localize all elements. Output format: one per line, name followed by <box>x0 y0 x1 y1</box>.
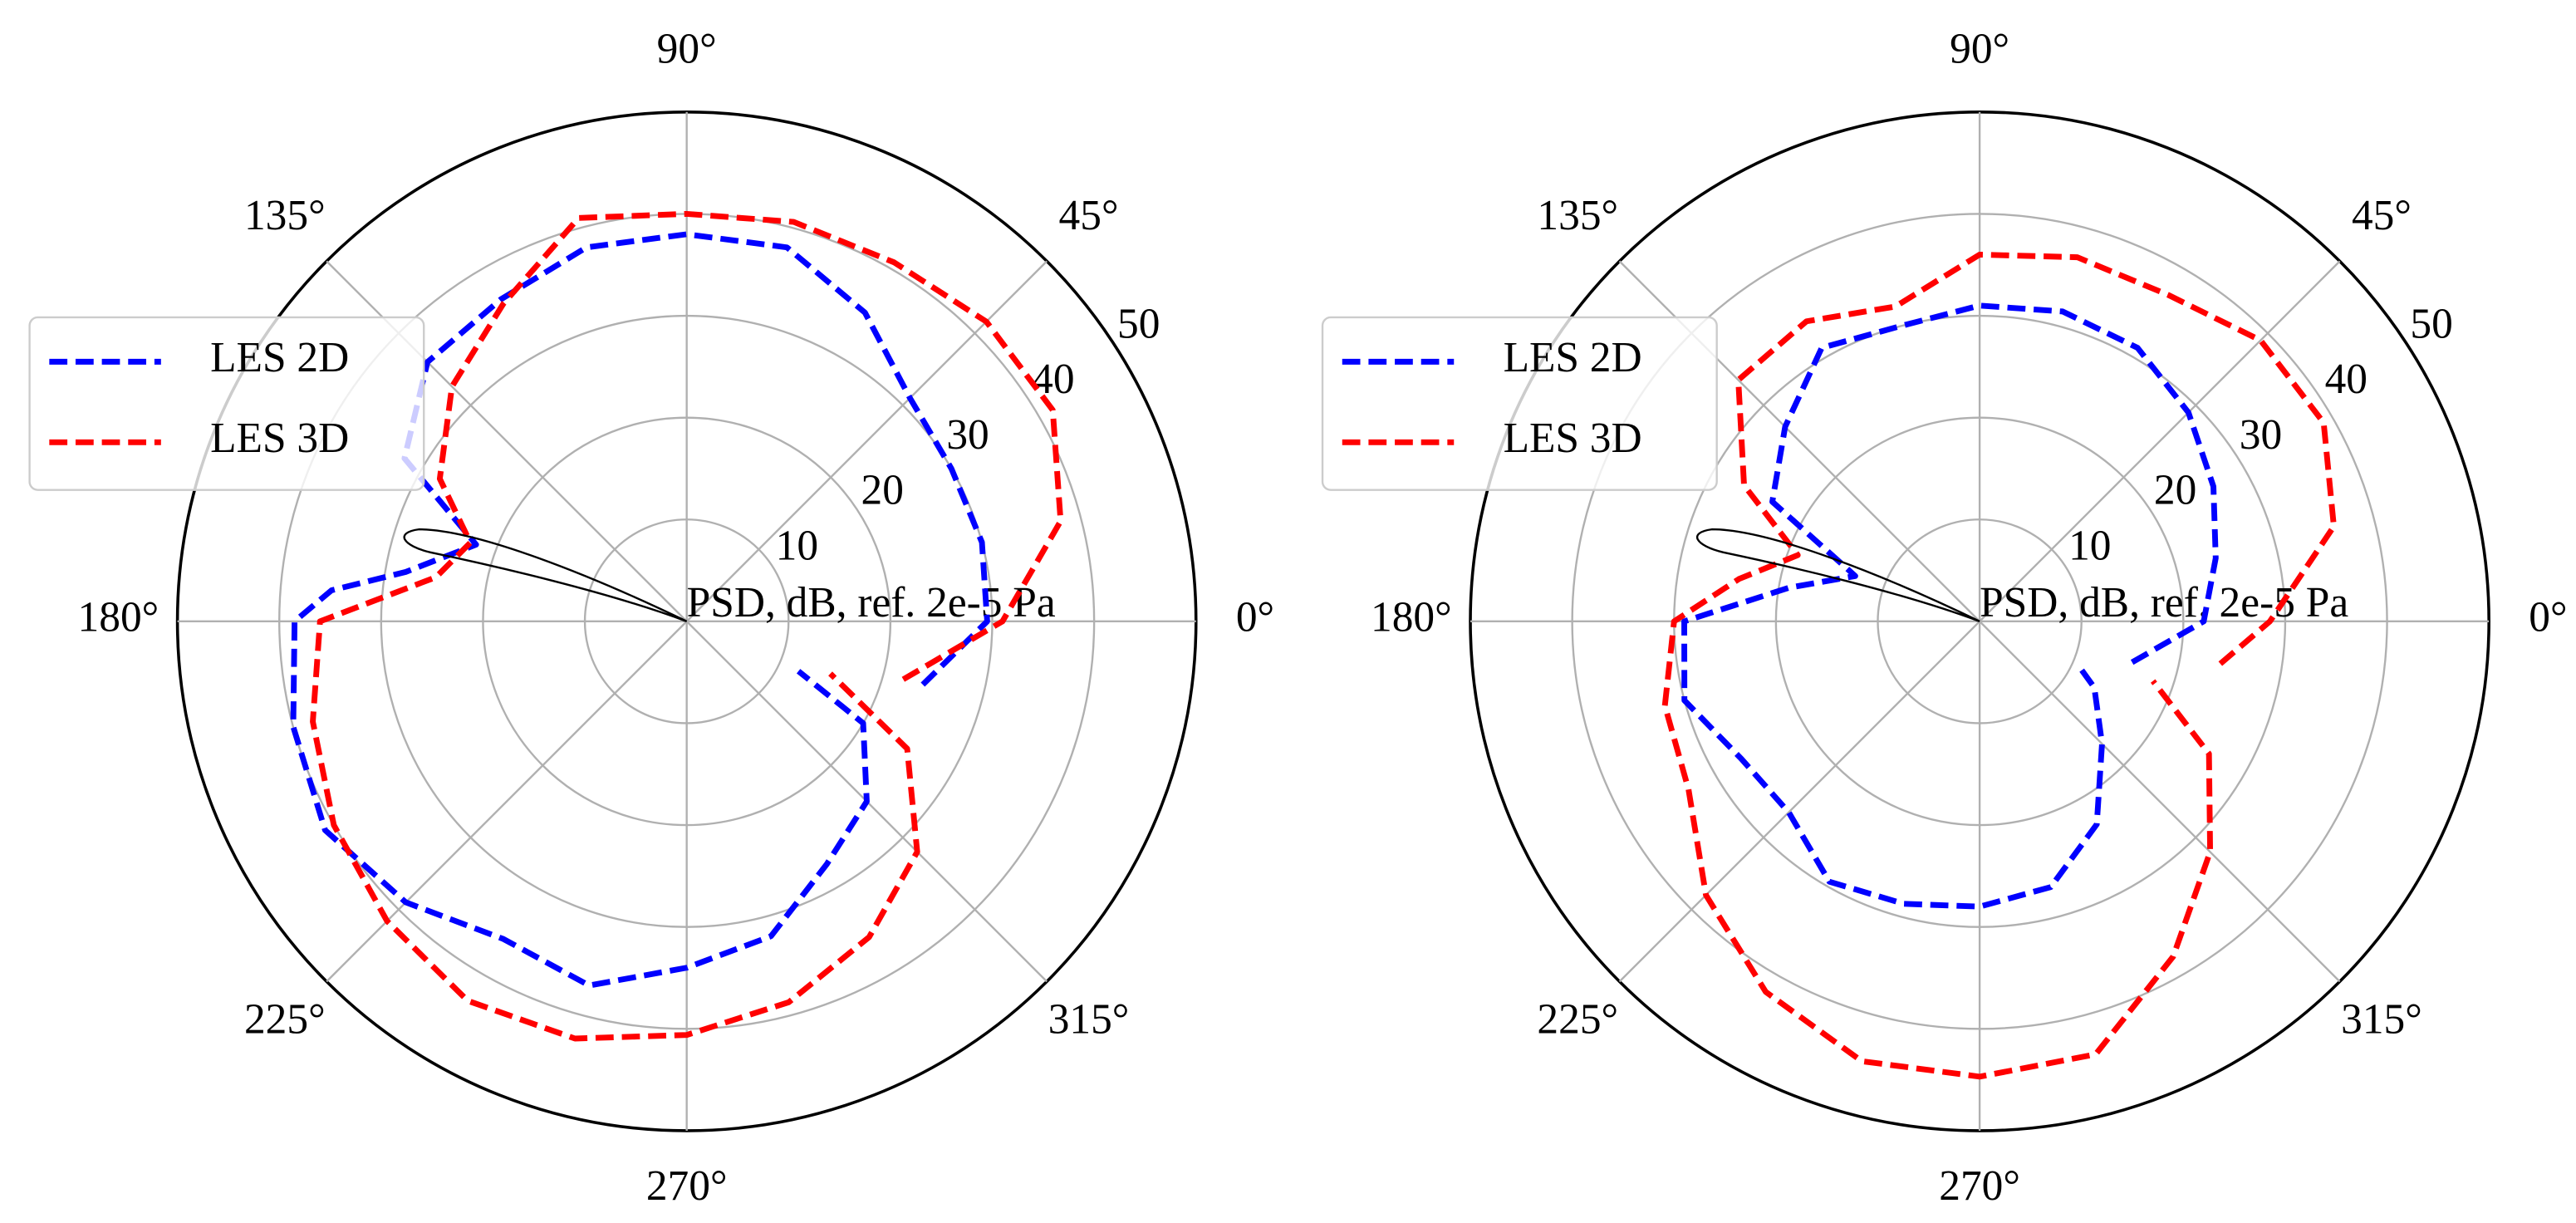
r-tick-label: 20 <box>861 467 903 514</box>
r-tick-label: 20 <box>2154 467 2196 514</box>
angle-label: 270° <box>646 1162 728 1210</box>
legend: LES 2D LES 3D <box>1321 316 1718 491</box>
r-axis-label: PSD, dB, ref. 2e-5 Pa <box>1980 579 2348 626</box>
r-tick-label: 50 <box>1117 300 1160 347</box>
legend: LES 2D LES 3D <box>28 316 425 491</box>
r-tick-label: 40 <box>1032 356 1074 403</box>
grid-spoke <box>1618 621 1980 983</box>
series-line <box>1681 302 2219 910</box>
angle-label: 180° <box>78 594 159 641</box>
angle-label: 315° <box>1048 996 1130 1044</box>
series-line <box>1661 251 2337 1080</box>
legend-label: LES 3D <box>210 415 349 462</box>
legend-label: LES 3D <box>1504 415 1642 462</box>
angle-label: 0° <box>1236 594 1274 641</box>
airfoil <box>403 528 1980 622</box>
angle-label: 45° <box>1059 192 1119 239</box>
angle-label: 315° <box>2341 996 2422 1044</box>
grid-spoke <box>1979 621 2341 983</box>
r-tick-label: 30 <box>946 411 989 459</box>
angle-label: 45° <box>2352 192 2412 239</box>
r-tick-label: 40 <box>2325 356 2367 403</box>
r-tick-label: 30 <box>2240 411 2282 459</box>
r-tick-label: 10 <box>776 522 818 569</box>
airfoil-left <box>403 528 688 622</box>
angle-label: 135° <box>1537 192 1618 239</box>
angle-label: 90° <box>657 25 717 72</box>
grid-spoke <box>326 621 688 983</box>
r-tick-label: 10 <box>2068 522 2111 569</box>
angle-label: 270° <box>1939 1162 2020 1210</box>
angle-label: 90° <box>1950 25 2009 72</box>
grid-spoke <box>1979 260 2341 622</box>
legend-label: LES 2D <box>210 334 349 381</box>
angle-label: 225° <box>244 996 326 1044</box>
r-tick-label: 50 <box>2410 300 2452 347</box>
r-axis-label: PSD, dB, ref. 2e-5 Pa <box>687 579 1056 626</box>
angle-label: 225° <box>1537 996 1618 1044</box>
airfoil-right <box>1695 528 1980 622</box>
angle-label: 0° <box>2529 594 2567 641</box>
angle-label: 180° <box>1371 594 1452 641</box>
angle-label: 135° <box>244 192 326 239</box>
legend-label: LES 2D <box>1504 334 1642 381</box>
series-line <box>290 231 990 989</box>
